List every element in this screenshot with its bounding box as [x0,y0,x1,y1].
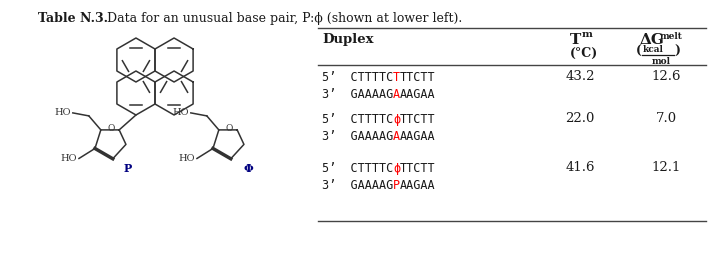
Text: (°C): (°C) [570,47,598,60]
Text: ): ) [674,45,680,58]
Text: 5’  CTTTTC: 5’ CTTTTC [322,113,394,126]
Text: 7.0: 7.0 [655,112,677,125]
Text: HO: HO [61,154,77,163]
Text: HO: HO [54,108,71,117]
Text: Duplex: Duplex [322,33,374,46]
Text: Φ: Φ [243,163,253,174]
Text: kcal: kcal [643,45,664,54]
Text: P: P [393,179,400,192]
Text: O: O [108,124,115,133]
Text: HO: HO [178,154,195,163]
Text: Table N.3.: Table N.3. [38,12,108,25]
Text: AAGAA: AAGAA [400,88,436,101]
Text: ϕ: ϕ [393,162,400,175]
Text: AAGAA: AAGAA [400,130,436,143]
Text: 22.0: 22.0 [565,112,595,125]
Text: m: m [582,30,593,39]
Text: 43.2: 43.2 [565,70,595,83]
Text: Data for an unusual base pair, P:ϕ (shown at lower left).: Data for an unusual base pair, P:ϕ (show… [103,12,462,25]
Text: 41.6: 41.6 [565,161,595,174]
Text: 3’  GAAAAG: 3’ GAAAAG [322,130,394,143]
Text: ΔG: ΔG [640,33,665,47]
Text: 12.6: 12.6 [651,70,681,83]
Text: HO: HO [173,108,189,117]
Text: ϕ: ϕ [393,113,400,126]
Text: (: ( [636,45,642,58]
Text: 3’  GAAAAG: 3’ GAAAAG [322,179,394,192]
Text: AAGAA: AAGAA [400,179,436,192]
Text: TTCTT: TTCTT [400,71,436,84]
Text: 5’  CTTTTC: 5’ CTTTTC [322,162,394,175]
Text: TTCTT: TTCTT [400,162,436,175]
Text: A: A [393,130,400,143]
Text: T: T [393,71,400,84]
Text: A: A [393,88,400,101]
Text: melt: melt [660,32,683,41]
Text: TTCTT: TTCTT [400,113,436,126]
Text: 12.1: 12.1 [651,161,681,174]
Text: O: O [225,124,232,133]
Text: T: T [570,33,581,47]
Text: mol: mol [652,57,671,66]
Text: 5’  CTTTTC: 5’ CTTTTC [322,71,394,84]
Text: P: P [124,163,132,174]
Text: 3’  GAAAAG: 3’ GAAAAG [322,88,394,101]
